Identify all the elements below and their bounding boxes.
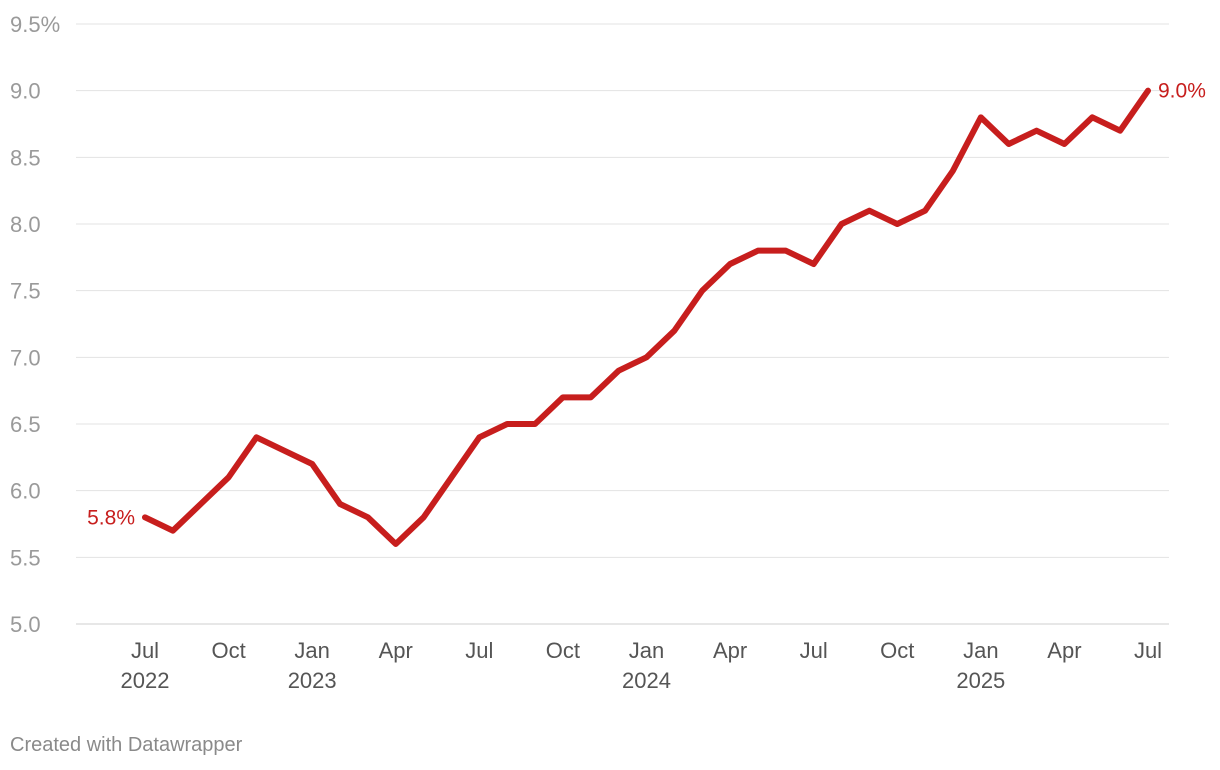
x-tick-label: Jul <box>465 638 493 663</box>
gridlines <box>76 23 1169 625</box>
datawrapper-credit: Created with Datawrapper <box>10 734 243 756</box>
x-tick-year-label: 2025 <box>956 668 1005 693</box>
y-axis-ticks: 9.5% 9.0 8.5 8.0 7.5 7.0 6.5 6.0 5.5 5.0 <box>10 12 60 637</box>
line-chart: 9.5% 9.0 8.5 8.0 7.5 7.0 6.5 6.0 5.5 5.0 Jul 2022 O… <box>10 12 1206 693</box>
y-tick-label: 7.0 <box>10 345 41 370</box>
data-point <box>505 422 510 427</box>
y-tick-label: 6.5 <box>10 412 41 437</box>
x-tick-label: Oct <box>546 638 580 663</box>
x-tick-label: Jul <box>131 638 159 663</box>
x-tick-year-label: 2024 <box>622 668 671 693</box>
series-layer <box>142 87 1151 547</box>
data-point <box>393 542 398 547</box>
y-tick-label: 7.5 <box>10 279 41 304</box>
data-point <box>700 288 705 293</box>
data-point <box>895 222 900 227</box>
start-value-label: 5.8% <box>87 506 135 529</box>
data-point <box>533 422 538 427</box>
data-point <box>1090 115 1095 120</box>
data-point <box>198 502 203 507</box>
x-tick-label: Apr <box>713 638 747 663</box>
data-point <box>811 262 816 267</box>
data-point <box>338 502 343 507</box>
x-tick-label: Jan <box>629 638 664 663</box>
series-line <box>142 87 1151 547</box>
data-point <box>616 368 621 373</box>
x-tick-label: Apr <box>379 638 413 663</box>
x-tick-year-label: 2022 <box>121 668 170 693</box>
data-point <box>978 115 983 120</box>
end-value-label: 9.0% <box>1158 80 1206 103</box>
x-tick-label: Jan <box>963 638 998 663</box>
x-tick-label: Apr <box>1047 638 1081 663</box>
data-point <box>560 395 565 400</box>
x-tick-label: Jan <box>294 638 329 663</box>
data-point <box>282 448 287 453</box>
x-tick-label: Oct <box>211 638 245 663</box>
data-point <box>755 248 760 253</box>
data-point <box>365 515 370 520</box>
data-point <box>923 208 928 213</box>
data-point <box>839 222 844 227</box>
x-tick-label: Jul <box>800 638 828 663</box>
data-point <box>477 435 482 440</box>
y-tick-label: 9.0 <box>10 79 41 104</box>
y-tick-label: 6.0 <box>10 479 41 504</box>
data-point <box>1062 142 1067 147</box>
data-point <box>143 515 148 520</box>
y-tick-label: 5.5 <box>10 545 41 570</box>
data-point <box>254 435 259 440</box>
x-tick-label: Jul <box>1134 638 1162 663</box>
y-tick-label: 8.0 <box>10 212 41 237</box>
data-point <box>421 515 426 520</box>
data-point <box>728 262 733 267</box>
data-point <box>170 528 175 533</box>
data-labels: 5.8% 9.0% <box>87 80 1206 530</box>
y-tick-label: 5.0 <box>10 612 41 637</box>
data-point <box>867 208 872 213</box>
data-point <box>449 475 454 480</box>
data-point <box>783 248 788 253</box>
x-tick-label: Oct <box>880 638 914 663</box>
data-point <box>226 475 231 480</box>
data-point <box>672 328 677 333</box>
data-point <box>1034 128 1039 133</box>
x-axis-ticks: Jul 2022 Oct Jan 2023 Apr Jul Oct Jan 2024 Apr Jul O… <box>121 638 1163 693</box>
data-point <box>1006 142 1011 147</box>
data-point <box>588 395 593 400</box>
data-point <box>310 462 315 467</box>
data-point <box>1118 128 1123 133</box>
data-point <box>1146 88 1151 93</box>
y-tick-label: 9.5% <box>10 12 60 37</box>
data-point <box>950 168 955 173</box>
y-tick-label: 8.5 <box>10 145 41 170</box>
x-tick-year-label: 2023 <box>288 668 337 693</box>
data-point <box>644 355 649 360</box>
